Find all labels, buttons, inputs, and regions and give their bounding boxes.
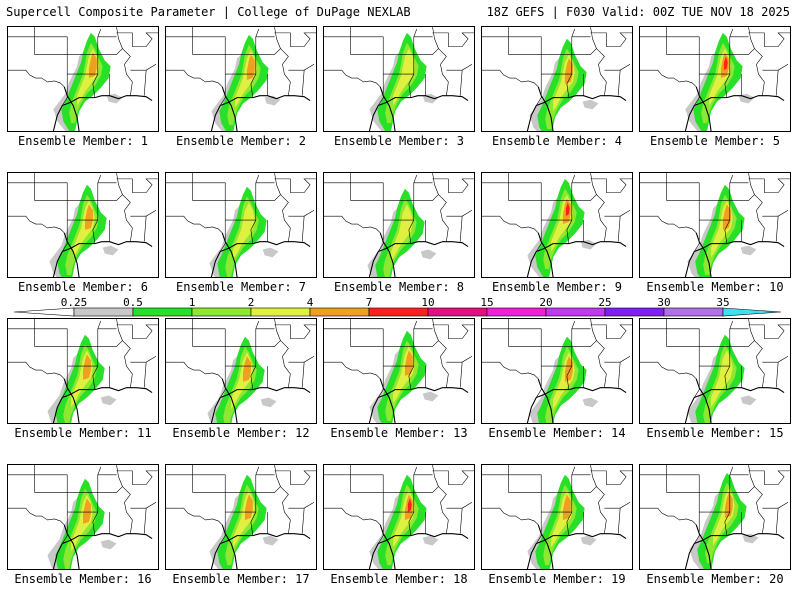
member-label-17: Ensemble Member: 17 [172,572,310,586]
member-label-10: Ensemble Member: 10 [646,280,784,294]
colorbar-segment-7 [368,307,429,317]
colorbar-tick-label: 4 [307,296,314,309]
member-label-11: Ensemble Member: 11 [14,426,152,440]
scp-map-7 [166,173,316,277]
ensemble-panel-14 [481,318,633,424]
colorbar-tick-label: 35 [716,296,729,309]
ensemble-panel-17 [165,464,317,570]
ensemble-panel-15 [639,318,791,424]
scp-map-20 [640,465,790,569]
colorbar-segment-10 [427,307,488,317]
colorbar-segment-4 [309,307,370,317]
colorbar-over-arrow [722,307,782,317]
member-label-4: Ensemble Member: 4 [491,134,623,148]
scp-map-4 [482,27,632,131]
colorbar-tick-label: 20 [539,296,552,309]
ensemble-panel-16 [7,464,159,570]
scp-map-15 [640,319,790,423]
member-label-18: Ensemble Member: 18 [330,572,468,586]
member-label-9: Ensemble Member: 9 [491,280,623,294]
colorbar-segment-2 [250,307,311,317]
member-label-8: Ensemble Member: 8 [333,280,465,294]
ensemble-panel-5 [639,26,791,132]
member-label-7: Ensemble Member: 7 [175,280,307,294]
ensemble-panel-20 [639,464,791,570]
scp-map-17 [166,465,316,569]
colorbar-segment-15 [486,307,547,317]
scp-map-3 [324,27,474,131]
ensemble-panel-8 [323,172,475,278]
scp-map-13 [324,319,474,423]
member-label-16: Ensemble Member: 16 [14,572,152,586]
member-label-2: Ensemble Member: 2 [175,134,307,148]
member-label-13: Ensemble Member: 13 [330,426,468,440]
scp-map-18 [324,465,474,569]
ensemble-panel-12 [165,318,317,424]
scp-map-9 [482,173,632,277]
colorbar-tick-label: 0.25 [61,296,88,309]
member-label-20: Ensemble Member: 20 [646,572,784,586]
scp-map-10 [640,173,790,277]
colorbar-tick-label: 0.5 [123,296,143,309]
ensemble-panel-3 [323,26,475,132]
scp-map-12 [166,319,316,423]
colorbar-under-arrow [13,307,75,317]
colorbar-tick-label: 30 [657,296,670,309]
colorbar-segment-1 [191,307,252,317]
ensemble-panel-4 [481,26,633,132]
scp-map-14 [482,319,632,423]
colorbar-tick-label: 1 [189,296,196,309]
member-label-3: Ensemble Member: 3 [333,134,465,148]
colorbar-segment-25 [604,307,665,317]
colorbar-segment-20 [545,307,606,317]
colorbar-tick-label: 10 [421,296,434,309]
ensemble-panel-13 [323,318,475,424]
ensemble-panel-10 [639,172,791,278]
ensemble-panel-6 [7,172,159,278]
ensemble-panel-11 [7,318,159,424]
ensemble-panel-9 [481,172,633,278]
colorbar-segment-30 [663,307,724,317]
ensemble-panel-7 [165,172,317,278]
run-valid-time: 18Z GEFS | F030 Valid: 00Z TUE NOV 18 20… [486,5,790,19]
scp-map-5 [640,27,790,131]
member-label-5: Ensemble Member: 5 [649,134,781,148]
colorbar: 0.25 0.5 1 2 4 7 10 15 20 25 30 35 [13,296,782,317]
colorbar-segment-0.5 [132,307,193,317]
colorbar-tick-label: 2 [248,296,255,309]
member-label-6: Ensemble Member: 6 [17,280,149,294]
scp-map-6 [8,173,158,277]
ensemble-panel-19 [481,464,633,570]
colorbar-tick-label: 25 [598,296,611,309]
member-label-14: Ensemble Member: 14 [488,426,626,440]
member-label-1: Ensemble Member: 1 [17,134,149,148]
member-label-19: Ensemble Member: 19 [488,572,626,586]
map-title: Supercell Composite Parameter | College … [6,5,411,19]
scp-map-19 [482,465,632,569]
scp-map-1 [8,27,158,131]
scp-map-8 [324,173,474,277]
colorbar-tick-label: 7 [366,296,373,309]
colorbar-tick-label: 15 [480,296,493,309]
scp-map-2 [166,27,316,131]
ensemble-panel-18 [323,464,475,570]
member-label-15: Ensemble Member: 15 [646,426,784,440]
member-label-12: Ensemble Member: 12 [172,426,310,440]
scp-map-11 [8,319,158,423]
ensemble-panel-1 [7,26,159,132]
colorbar-segment-0.25 [73,307,134,317]
ensemble-panel-2 [165,26,317,132]
scp-map-16 [8,465,158,569]
